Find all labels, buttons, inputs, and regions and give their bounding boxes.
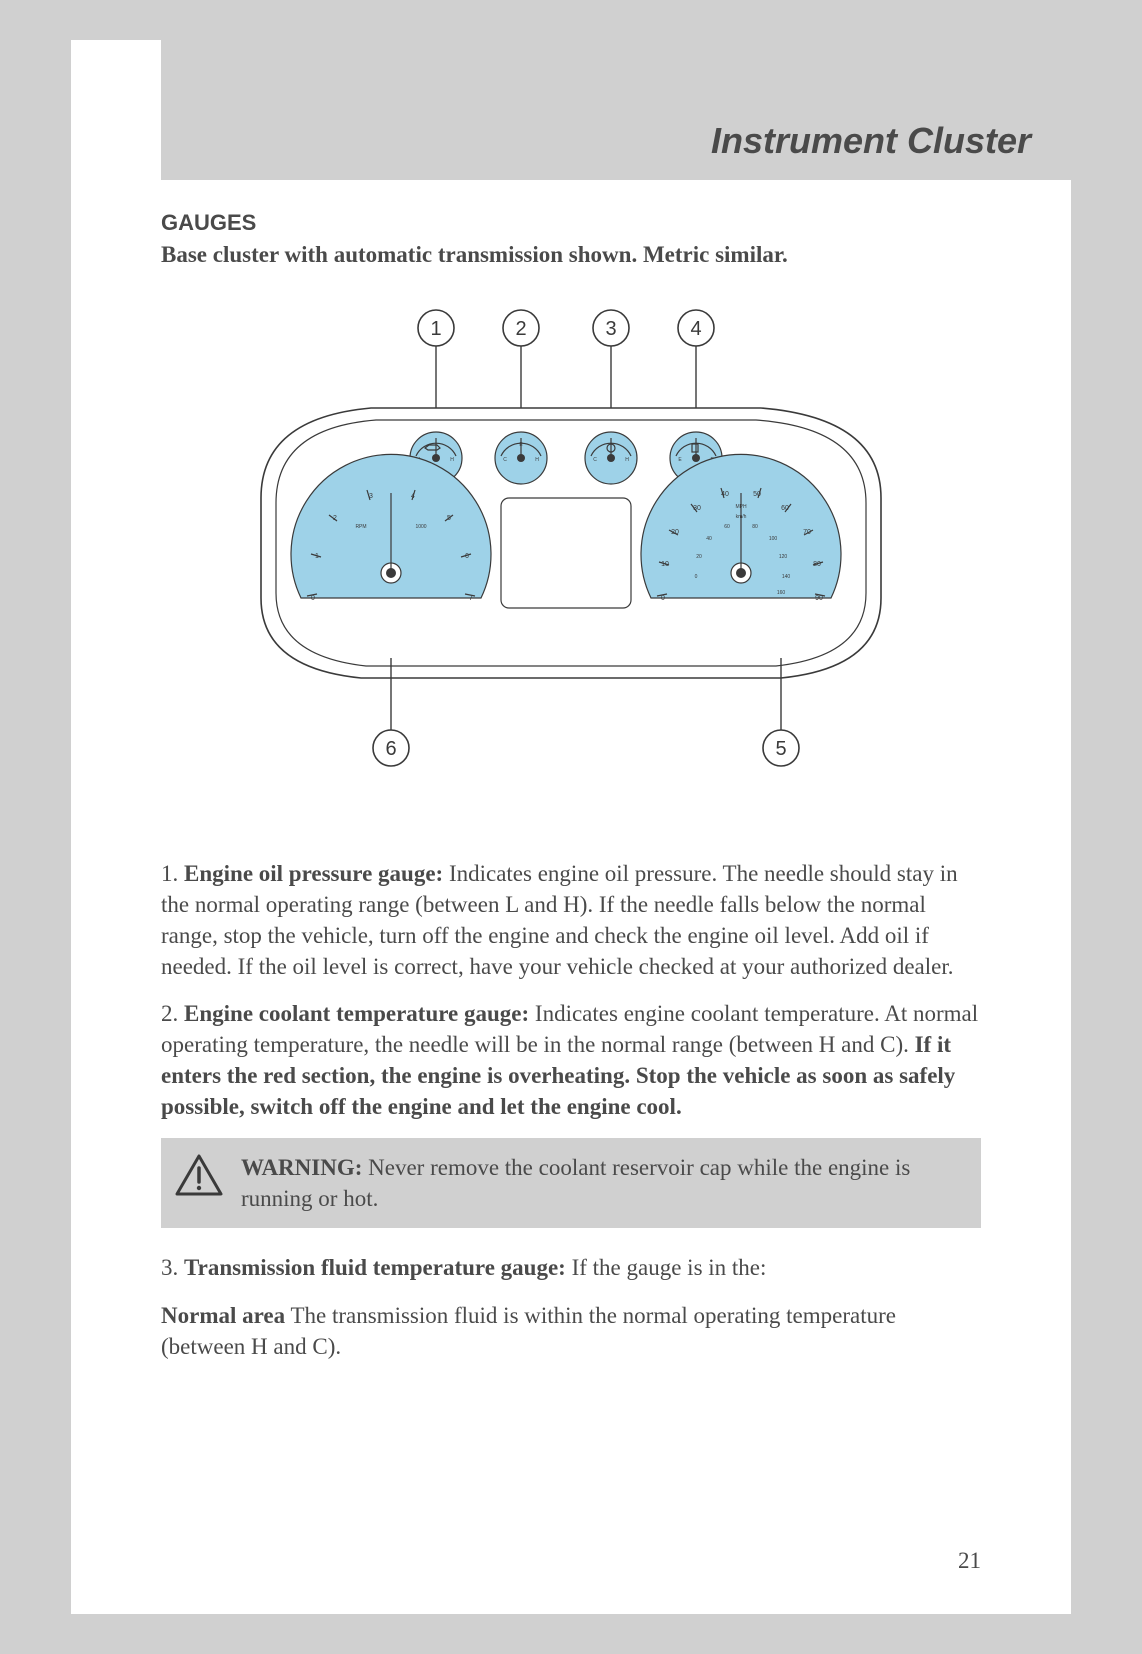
svg-text:H: H <box>450 457 454 463</box>
item-2-title: Engine coolant temperature gauge: <box>184 1001 529 1026</box>
item-3-num: 3. <box>161 1255 178 1280</box>
item-1-num: 1. <box>161 861 178 886</box>
instrument-cluster-diagram: 1 2 3 4 <box>161 298 981 778</box>
svg-text:RPM: RPM <box>355 524 366 530</box>
warning-box: WARNING: Never remove the coolant reserv… <box>161 1138 981 1228</box>
svg-text:160: 160 <box>777 590 786 596</box>
page-content: GAUGES Base cluster with automatic trans… <box>71 180 1071 1362</box>
svg-text:0: 0 <box>695 574 698 580</box>
normal-area-title: Normal area <box>161 1303 285 1328</box>
page-number: 21 <box>958 1548 981 1574</box>
svg-text:C: C <box>593 457 597 463</box>
header-band: Instrument Cluster <box>161 40 1071 180</box>
item-3-title: Transmission fluid temperature gauge: <box>184 1255 566 1280</box>
warning-triangle-icon <box>175 1154 223 1198</box>
svg-text:6: 6 <box>465 553 469 560</box>
item-3: 3. Transmission fluid temperature gauge:… <box>161 1252 981 1283</box>
svg-text:3: 3 <box>605 318 616 340</box>
item-2-num: 2. <box>161 1001 178 1026</box>
svg-text:MPH: MPH <box>735 504 747 510</box>
svg-text:5: 5 <box>775 738 786 760</box>
svg-text:20: 20 <box>696 554 702 560</box>
svg-text:1000: 1000 <box>415 524 426 530</box>
item-2: 2. Engine coolant temperature gauge: Ind… <box>161 998 981 1122</box>
warning-text: WARNING: Never remove the coolant reserv… <box>241 1152 963 1214</box>
svg-text:km/h: km/h <box>736 514 747 520</box>
small-gauge-2-coolant: C H E <box>495 432 547 484</box>
page-header-title: Instrument Cluster <box>711 120 1031 162</box>
svg-text:6: 6 <box>385 738 396 760</box>
normal-area: Normal area The transmission fluid is wi… <box>161 1300 981 1362</box>
svg-text:90: 90 <box>815 595 823 602</box>
item-3-body: If the gauge is in the: <box>566 1255 767 1280</box>
item-1-title: Engine oil pressure gauge: <box>184 861 443 886</box>
manual-page: Instrument Cluster GAUGES Base cluster w… <box>71 40 1071 1614</box>
svg-text:1: 1 <box>430 318 441 340</box>
svg-text:H: H <box>535 457 539 463</box>
svg-text:0: 0 <box>661 595 665 602</box>
svg-text:120: 120 <box>779 554 788 560</box>
svg-text:2: 2 <box>515 318 526 340</box>
item-1: 1. Engine oil pressure gauge: Indicates … <box>161 858 981 982</box>
svg-text:H: H <box>625 457 629 463</box>
small-gauge-3-trans: C H <box>585 432 637 484</box>
warning-label: WARNING: <box>241 1155 362 1180</box>
svg-text:40: 40 <box>706 536 712 542</box>
svg-text:60: 60 <box>724 524 730 530</box>
cluster-svg: 1 2 3 4 <box>221 298 921 778</box>
svg-text:80: 80 <box>752 524 758 530</box>
svg-text:140: 140 <box>782 574 791 580</box>
svg-text:4: 4 <box>690 318 701 340</box>
svg-text:C: C <box>503 457 507 463</box>
svg-text:0: 0 <box>311 595 315 602</box>
section-heading: GAUGES <box>161 210 981 236</box>
section-subheading: Base cluster with automatic transmission… <box>161 242 981 268</box>
svg-text:100: 100 <box>769 536 778 542</box>
